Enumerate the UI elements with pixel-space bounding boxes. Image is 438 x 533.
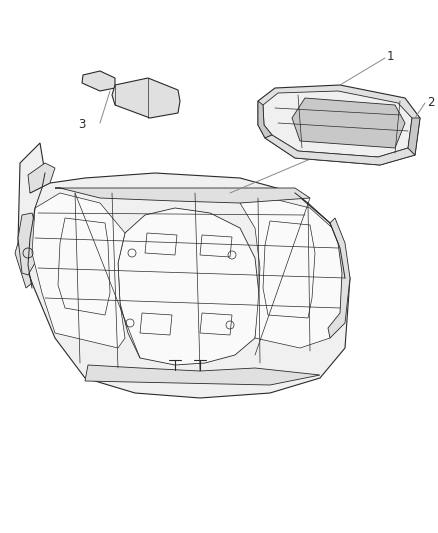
Polygon shape: [18, 143, 350, 398]
Polygon shape: [408, 118, 420, 155]
Polygon shape: [328, 218, 350, 338]
Polygon shape: [258, 101, 272, 138]
Polygon shape: [85, 365, 320, 385]
Polygon shape: [263, 91, 412, 157]
Polygon shape: [118, 208, 260, 365]
Polygon shape: [112, 78, 180, 118]
Polygon shape: [55, 188, 310, 203]
Polygon shape: [18, 213, 38, 275]
Polygon shape: [15, 243, 32, 288]
Polygon shape: [258, 85, 420, 165]
Text: 2: 2: [427, 96, 434, 109]
Polygon shape: [265, 135, 415, 165]
Text: 3: 3: [78, 118, 85, 132]
Polygon shape: [28, 163, 55, 193]
Polygon shape: [240, 198, 348, 348]
Text: 1: 1: [387, 51, 395, 63]
Polygon shape: [292, 98, 405, 148]
Polygon shape: [82, 71, 115, 91]
Polygon shape: [32, 193, 125, 348]
